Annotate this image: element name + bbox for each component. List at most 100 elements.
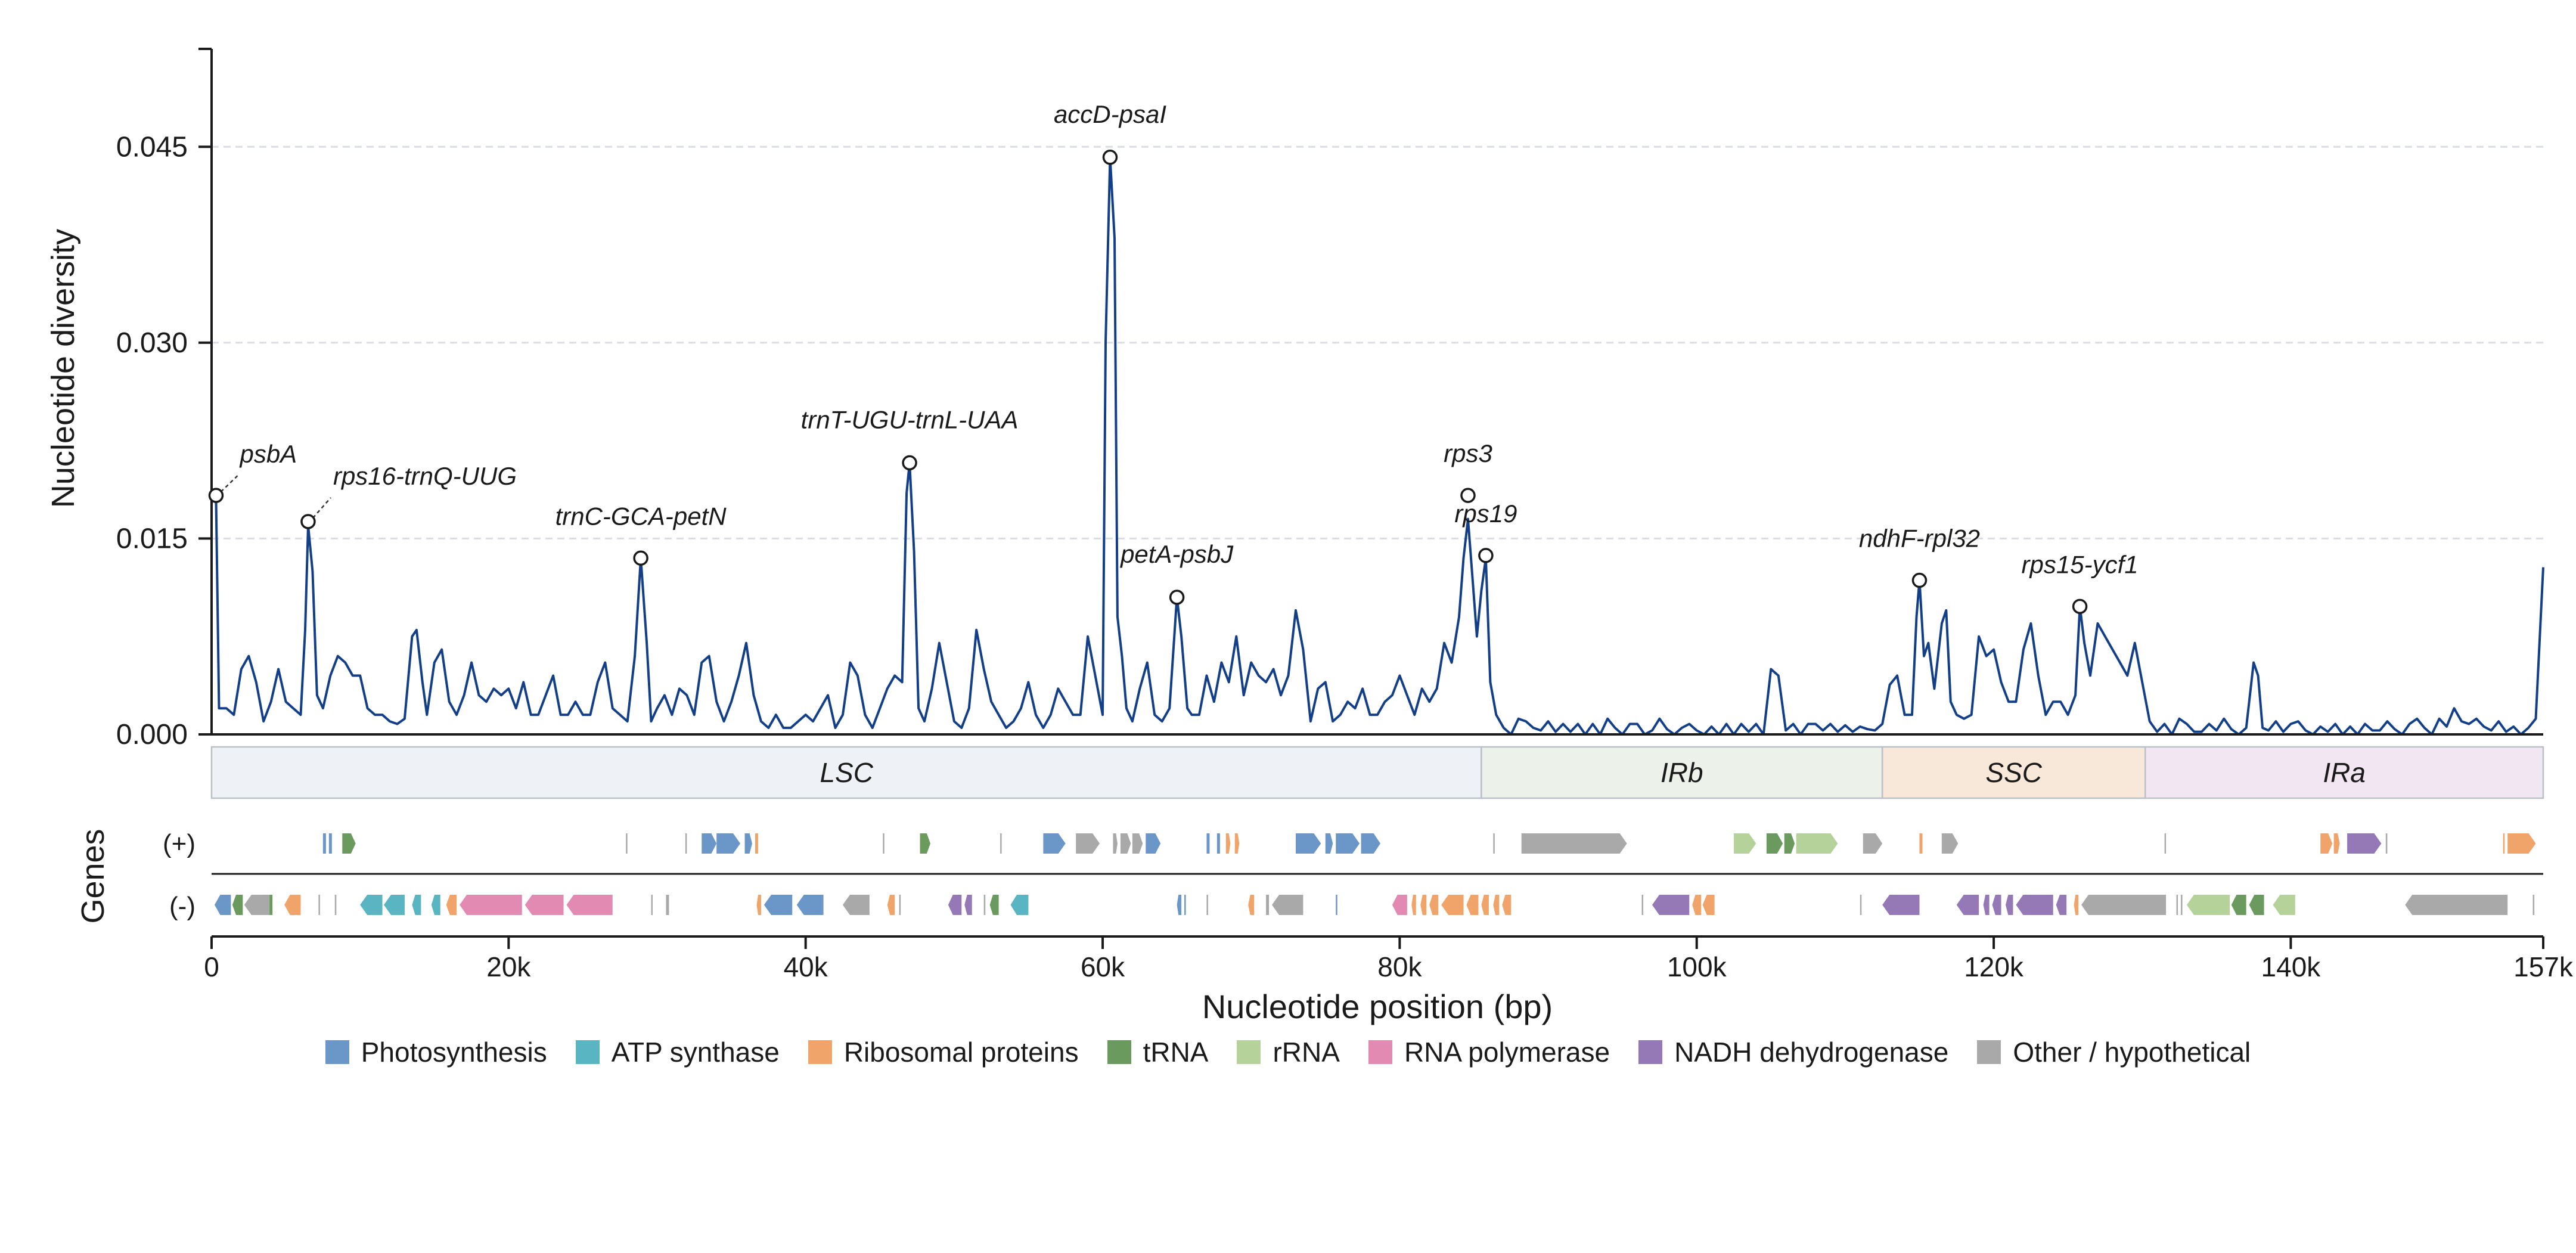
legend-label: Photosynthesis: [361, 1037, 547, 1068]
region-layer: LSC IRb SSC IRa: [210, 746, 2544, 799]
gene-minus-nadh-dehydrogenase: [1882, 895, 1920, 915]
gene-plus-photosynthesis: [702, 833, 717, 854]
gene-plus-ribosomal-proteins: [2333, 833, 2340, 854]
legend-item-rna-polymerase: RNA polymerase: [1368, 1036, 1610, 1068]
region-lsc: [210, 746, 1482, 799]
gene-minus-photosynthesis: [796, 895, 824, 915]
peak-marker-ndhf-rpl32: [1911, 572, 1928, 588]
peak-marker-peta-psbj: [1169, 590, 1185, 605]
peak-marker-psba: [208, 488, 224, 503]
gene-minus-ribosomal-proteins: [1692, 895, 1702, 915]
gene-minus-nadh-dehydrogenase: [2056, 895, 2067, 915]
gene-plus-other-hypothetical: [2164, 833, 2167, 854]
gene-minus-trna: [2249, 895, 2264, 915]
gene-minus-other-hypothetical: [2181, 895, 2183, 915]
legend-item-ribosomal-proteins: Ribosomal proteins: [808, 1036, 1079, 1068]
gene-minus-atp-synthase: [384, 895, 405, 915]
gene-minus-ribosomal-proteins: [1493, 895, 1500, 915]
gene-minus-rna-polymerase: [566, 895, 613, 915]
gene-plus-photosynthesis: [1206, 833, 1210, 854]
peak-marker-trnc-gca-petn: [633, 550, 648, 566]
legend-item-other-hypothetical: Other / hypothetical: [1977, 1036, 2251, 1068]
region-label-ira: IRa: [2323, 757, 2366, 788]
gene-plus-photosynthesis: [716, 833, 741, 854]
legend-label: ATP synthase: [611, 1037, 780, 1068]
region-label-irb: IRb: [1661, 757, 1703, 788]
gene-minus-other-hypothetical: [318, 895, 320, 915]
gene-minus-ribosomal-proteins: [887, 895, 895, 915]
gene-plus-photosynthesis: [1295, 833, 1321, 854]
gene-minus-nadh-dehydrogenase: [1992, 895, 2001, 915]
gene-minus-rna-polymerase: [1392, 895, 1407, 915]
legend-swatch: [1368, 1040, 1392, 1064]
gene-minus-ribosomal-proteins: [1248, 895, 1255, 915]
peak-marker-rps3: [1460, 488, 1476, 503]
gene-plus-ribosomal-proteins: [1225, 833, 1231, 854]
x-tick-label: 0: [204, 951, 219, 982]
peak-label-trnt-ugu-trnl-uaa: trnT-UGU-trnL-UAA: [801, 405, 1019, 433]
gene-minus-trna: [989, 895, 999, 915]
gene-plus-photosynthesis: [1043, 833, 1066, 854]
gene-plus-ribosomal-proteins: [2507, 833, 2536, 854]
gene-minus-ribosomal-proteins: [1411, 895, 1416, 915]
gene-minus-ribosomal-proteins: [1420, 895, 1427, 915]
gene-plus-other-hypothetical: [685, 833, 687, 854]
gene-minus-nadh-dehydrogenase: [948, 895, 962, 915]
gene-minus-other-hypothetical: [899, 895, 901, 915]
grid-layer: [212, 145, 2543, 539]
peak-label-rps19: rps19: [1454, 500, 1517, 528]
peak-marker-rps16-trnq-uug: [300, 514, 316, 529]
gene-minus-photosynthesis: [1184, 895, 1186, 915]
gene-plus-other-hypothetical: [626, 833, 628, 854]
annotation-layer: psbA rps16-trnQ-UUG trnC-GCA-petN trnT-UGU-…: [208, 100, 2139, 615]
gene-minus-photosynthesis: [764, 895, 793, 915]
legend-item-atp-synthase: ATP synthase: [575, 1036, 780, 1068]
gene-plus-other-hypothetical: [1113, 833, 1118, 854]
gene-minus-other-hypothetical: [1641, 895, 1644, 915]
gene-plus-photosynthesis: [322, 833, 326, 854]
annotation-leader: [220, 475, 238, 493]
legend-label: Other / hypothetical: [2013, 1037, 2251, 1068]
peak-marker-rps15-ycf1: [2072, 598, 2088, 615]
gene-plus-nadh-dehydrogenase: [2347, 833, 2382, 854]
genes-label: Genes: [75, 829, 111, 923]
legend-label: NADH dehydrogenase: [1674, 1037, 1949, 1068]
peak-label-ndhf-rpl32: ndhF-rpl32: [1859, 525, 1980, 553]
peak-label-accd-psai: accD-psaI: [1054, 100, 1166, 128]
gene-minus-other-hypothetical: [842, 895, 870, 915]
gene-plus-trna: [920, 833, 930, 854]
gene-minus-photosynthesis: [1336, 895, 1337, 915]
strand-minus-label: (-): [169, 892, 195, 921]
region-irb: [1481, 746, 1883, 799]
chart-svg: 0.000 0.015 0.030 0.045 0 20k 40k 60k 80k 100k 120…: [45, 48, 2574, 1025]
gene-plus-photosynthesis: [744, 833, 752, 854]
legend-swatch: [1107, 1040, 1131, 1064]
x-tick-label: 140k: [2261, 951, 2321, 982]
x-tick-label: 120k: [1964, 951, 2024, 982]
gene-minus-other-hypothetical: [1206, 895, 1208, 915]
diversity-line: [210, 156, 2544, 736]
legend-swatch: [1977, 1040, 2001, 1064]
axis-layer: 0.000 0.015 0.030 0.045 0 20k 40k 60k 80k 100k 120…: [116, 48, 2574, 982]
gene-minus-trna: [2231, 895, 2246, 915]
legend-item-rrna: rRNA: [1237, 1036, 1340, 1068]
region-ssc: [1881, 746, 2146, 799]
gene-plus-other-hypothetical: [883, 833, 884, 854]
gene-plus-ribosomal-proteins: [2320, 833, 2333, 854]
gene-minus-rrna: [2273, 895, 2295, 915]
gene-minus-ribosomal-proteins: [1702, 895, 1715, 915]
gene-plus-photosynthesis: [1336, 833, 1360, 854]
peak-label-rps15-ycf1: rps15-ycf1: [2022, 550, 2139, 578]
gene-minus-ribosomal-proteins: [284, 895, 301, 915]
gene-plus-photosynthesis: [1361, 833, 1380, 854]
gene-minus-rna-polymerase: [524, 895, 564, 915]
legend-label: RNA polymerase: [1404, 1037, 1610, 1068]
gene-plus-other-hypothetical: [1120, 833, 1131, 854]
gene-minus-ribosomal-proteins: [1502, 895, 1512, 915]
x-tick-label: 40k: [784, 951, 828, 982]
gene-plus-ribosomal-proteins: [755, 833, 758, 854]
legend-swatch: [1638, 1040, 1663, 1064]
gene-minus-ribosomal-proteins: [1466, 895, 1479, 915]
gene-plus-trna: [342, 833, 356, 854]
